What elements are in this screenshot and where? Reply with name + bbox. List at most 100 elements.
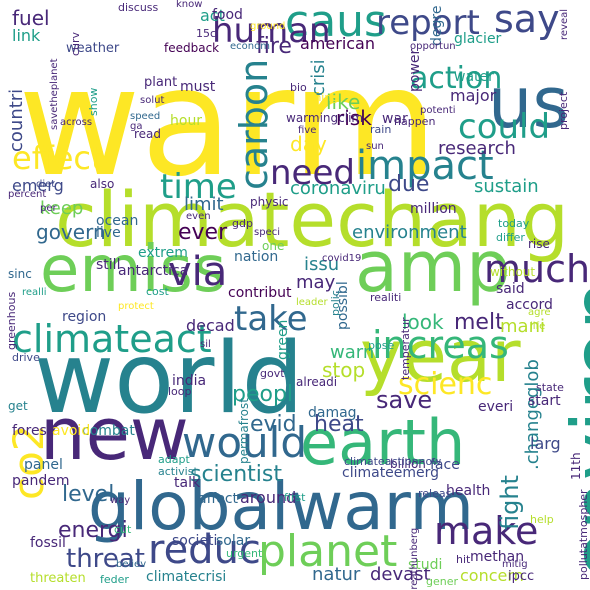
word-climateemerg: climateemerg — [342, 465, 440, 481]
word-methan: methan — [470, 549, 525, 565]
word-emiss: emiss — [40, 233, 227, 307]
word-nation: nation — [234, 249, 279, 265]
word-concern: concern — [460, 566, 524, 585]
word-fight: fight — [496, 475, 524, 530]
word-million: million — [410, 201, 457, 217]
word-greenhous: greenhous — [5, 291, 18, 350]
word-health: health — [446, 483, 491, 499]
word-agre: agre — [528, 307, 551, 318]
word-first: first — [284, 491, 306, 504]
word-temperatur: temperatur — [399, 317, 412, 380]
word-urgent: urgent — [226, 547, 263, 560]
word-bio: bio — [290, 81, 307, 94]
word-physic: physic — [250, 195, 289, 209]
word-ever: ever — [178, 220, 228, 245]
word-solut: solut — [140, 95, 165, 106]
word-project: project — [557, 91, 570, 130]
word-feder: feder — [100, 573, 129, 586]
word-ga: ga — [130, 121, 143, 132]
word-panel: panel — [24, 457, 63, 473]
word-hour: hour — [170, 113, 203, 129]
word-devast: devast — [370, 564, 431, 585]
word-permafrost: permafrost — [237, 398, 251, 464]
word-live: live — [96, 225, 121, 241]
word-gdp: gdp — [232, 217, 253, 230]
word-major: major — [450, 86, 497, 105]
word-get: get — [8, 399, 28, 413]
word-percent: percent — [8, 189, 47, 200]
word-power: power — [407, 48, 423, 92]
word-activist: activist — [158, 465, 198, 478]
word-report: report — [376, 3, 480, 43]
word-read: read — [134, 127, 162, 141]
word-warm: warm — [18, 36, 438, 210]
word-water: water — [454, 69, 494, 85]
word-reduc: reduc — [148, 527, 261, 573]
word-amp: amp — [355, 226, 511, 308]
word-contribut: contribut — [228, 285, 292, 301]
word-peopl: peopl — [232, 382, 294, 407]
word-leader: leader — [296, 297, 328, 308]
word-climatechang: climatechang — [55, 175, 570, 264]
word-greathunberg: greathunberg — [409, 527, 420, 590]
word-research: research — [438, 138, 516, 159]
word-larg: larg — [530, 434, 561, 453]
word-hit: hit — [456, 553, 471, 566]
word-glacier: glacier — [454, 31, 502, 47]
word-reveal: reveal — [559, 8, 570, 40]
word-take: take — [234, 299, 308, 339]
word-sil: sil — [200, 339, 211, 350]
word-gener: gener — [426, 575, 459, 588]
word-everi: everi — [478, 399, 514, 415]
word-releas: releas — [418, 487, 452, 500]
word-scienc: scienc — [398, 367, 493, 402]
word-potenti: potenti — [420, 105, 456, 116]
word-india: india — [172, 373, 207, 389]
word-around: around — [240, 488, 297, 507]
word-fire: fire — [256, 34, 292, 59]
word-one: one — [262, 239, 285, 253]
word-ground: ground — [250, 21, 286, 32]
word-adapt: adapt — [158, 453, 190, 466]
word-action: action — [410, 61, 503, 96]
word-11th: 11th — [569, 452, 583, 480]
word-keep: keep — [40, 198, 84, 219]
word-per: per — [40, 203, 57, 214]
word-changeglob: .changeglob — [522, 359, 543, 470]
word-said: said — [496, 281, 525, 297]
word-planet: planet — [258, 526, 398, 577]
word-sinc: sinc — [8, 267, 32, 281]
word-stop: stop — [322, 358, 366, 382]
word-econom: econom — [230, 41, 270, 52]
word-level: level — [62, 482, 115, 507]
word-extrem: extrem — [138, 245, 188, 261]
word-cost: cost — [146, 285, 169, 298]
word-weather: weather — [66, 41, 120, 56]
word-issu: issu — [304, 254, 340, 275]
word-diet: diet — [36, 179, 56, 190]
word-thing: thing — [310, 91, 339, 104]
word-impact: impact — [356, 143, 494, 189]
word-way: way — [110, 495, 131, 506]
word-save: save — [376, 386, 433, 414]
word-state: state — [536, 381, 564, 394]
word-pandem: pandem — [12, 473, 70, 489]
word-increas: increas — [372, 323, 509, 367]
word-speed: speed — [130, 111, 161, 122]
word-avoid: avoid — [52, 423, 91, 439]
word-accord: accord — [506, 297, 553, 313]
word-effect: effect — [12, 139, 104, 177]
word-realli: realli — [22, 287, 47, 298]
word-may: may — [296, 272, 336, 293]
word-help: help — [530, 513, 554, 526]
word-govern: govern — [36, 220, 106, 244]
word-warn: warn — [330, 342, 375, 363]
word-mitig: mitig — [502, 559, 528, 570]
word-war: war — [382, 111, 408, 127]
word-need: need — [270, 153, 355, 193]
word-would: would — [182, 418, 307, 467]
word-15c: 15c — [196, 27, 217, 40]
word-coronaviru: coronaviru — [290, 178, 386, 199]
word-rain: rain — [370, 123, 392, 136]
